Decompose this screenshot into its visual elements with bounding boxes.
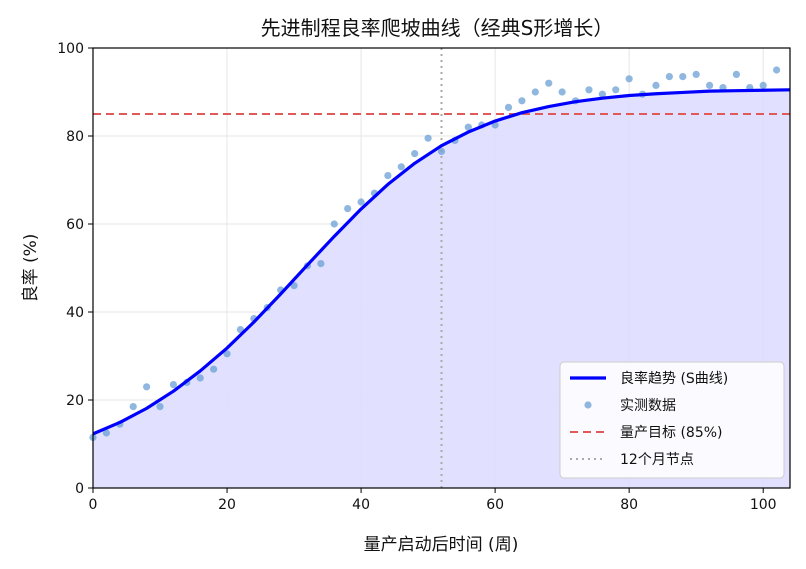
x-tick-label: 20 [218, 497, 236, 513]
data-point [692, 70, 700, 78]
data-point [705, 81, 714, 89]
data-point [531, 88, 539, 96]
data-point [679, 73, 687, 81]
data-point [424, 134, 432, 142]
data-point [665, 73, 673, 81]
data-point [290, 282, 298, 290]
data-point [169, 381, 178, 389]
data-point [344, 205, 352, 213]
data-point [102, 429, 111, 437]
x-tick-label: 80 [620, 497, 638, 513]
legend-label: 实测数据 [620, 398, 676, 414]
legend-box [559, 361, 785, 479]
chart-title: 先进制程良率爬坡曲线（经典S形增长） [261, 16, 614, 40]
plot-frame [92, 47, 791, 489]
data-point [357, 198, 365, 206]
trend-line [92, 88, 791, 436]
data-point [330, 220, 338, 228]
data-point [196, 374, 204, 382]
data-point [411, 150, 419, 158]
data-point [545, 79, 553, 87]
data-point [464, 123, 472, 131]
x-tick-label: 0 [89, 497, 98, 513]
y-tick-label: 40 [66, 305, 84, 321]
x-tick-label: 100 [750, 497, 777, 513]
legend-label: 良率趋势 (S曲线) [620, 370, 728, 387]
y-tick-label: 60 [66, 217, 84, 233]
legend-swatch-scatter [584, 401, 592, 409]
y-tick-label: 0 [75, 481, 84, 497]
x-tick-label: 60 [486, 497, 504, 513]
data-point [759, 81, 767, 89]
data-point [317, 260, 325, 268]
data-point [772, 66, 781, 74]
data-point [223, 350, 231, 358]
data-point [652, 81, 660, 89]
data-point [504, 103, 513, 111]
data-point [129, 403, 137, 411]
legend-label: 量产目标 (85%) [620, 425, 723, 441]
y-tick-label: 20 [66, 393, 84, 409]
data-point [156, 403, 164, 411]
data-point [598, 90, 606, 98]
data-point [384, 172, 392, 180]
data-point [397, 163, 405, 171]
data-point [732, 70, 740, 78]
x-tick-label: 40 [352, 497, 370, 513]
y-tick-label: 100 [57, 41, 84, 57]
y-tick-label: 80 [66, 129, 84, 145]
data-point [625, 75, 633, 83]
data-point [518, 97, 526, 105]
legend-label: 12个月节点 [620, 452, 694, 468]
data-point [558, 88, 566, 96]
data-point [585, 86, 593, 94]
axes: 0 20 40 60 80 100 0 20 40 60 80 100 [57, 41, 791, 513]
x-axis-label: 量产启动后时间 (周) [364, 535, 519, 555]
data-point [612, 86, 620, 94]
data-point [210, 365, 218, 373]
data-point [143, 383, 151, 391]
data-point [437, 147, 446, 155]
y-axis-label: 良率 (%) [21, 234, 41, 303]
